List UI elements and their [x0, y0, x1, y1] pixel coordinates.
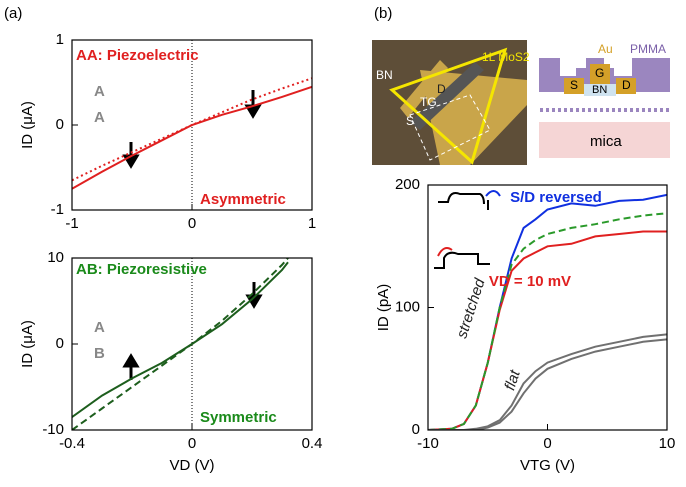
y-tick-label: -10: [42, 421, 64, 438]
schematic-label: Au: [598, 42, 613, 56]
y-tick-label: 0: [412, 421, 420, 438]
image-label: D: [437, 82, 446, 96]
schematic-label: G: [595, 66, 604, 80]
panel-label: (b): [374, 5, 392, 22]
x-tick-label: -1: [65, 215, 78, 232]
series-line: [428, 339, 667, 430]
x-tick-label: 0: [188, 435, 196, 452]
series-line: [428, 334, 667, 430]
y-tick-label: 0: [56, 116, 64, 133]
x-axis-label: VD (V): [170, 457, 215, 474]
annotation: Asymmetric: [200, 191, 286, 208]
x-tick-label: 0: [188, 215, 196, 232]
series-label: VD = 10 mV: [489, 273, 571, 290]
image-label: 1L MoS2: [482, 50, 530, 64]
chart-title: AA: Piezoelectric: [76, 47, 199, 64]
x-tick-label: 0: [543, 435, 551, 452]
schematic-label: BN: [592, 84, 607, 96]
y-tick-label: 100: [395, 298, 420, 315]
image-label: S: [406, 114, 414, 128]
image-label: TG: [420, 95, 437, 109]
figure: (a) (b) 1L MoS2 BN D TG S Au PMMA S G D …: [0, 0, 686, 482]
image-label: BN: [376, 68, 393, 82]
x-axis-label: VTG (V): [520, 457, 575, 474]
schematic-label: S: [570, 78, 578, 92]
annotation: A: [94, 109, 105, 126]
x-tick-label: 0.4: [302, 435, 323, 452]
y-tick-label: 1: [56, 31, 64, 48]
annotation: A: [94, 83, 105, 100]
y-axis-label: ID (μA): [19, 320, 36, 368]
series-line: [72, 78, 312, 180]
panel-label: (a): [4, 5, 22, 22]
band-insets: [434, 191, 500, 268]
annotation: Symmetric: [200, 409, 277, 426]
annotation: A: [94, 319, 105, 336]
y-tick-label: -1: [51, 201, 64, 218]
x-tick-label: 1: [308, 215, 316, 232]
schematic-label: D: [622, 78, 631, 92]
y-axis-label: ID (μA): [19, 101, 36, 149]
y-tick-label: 0: [56, 335, 64, 352]
x-tick-label: 10: [659, 435, 676, 452]
annotation: B: [94, 345, 105, 362]
series-label: S/D reversed: [510, 189, 602, 206]
y-tick-label: 200: [395, 176, 420, 193]
schematic-label: mica: [590, 133, 622, 150]
device-image: 1L MoS2 BN D TG S: [372, 40, 530, 165]
schematic: Au PMMA S G D BN mica: [539, 42, 672, 158]
schematic-label: PMMA: [630, 42, 666, 56]
y-axis-label: ID (pA): [375, 284, 392, 332]
x-tick-label: -10: [417, 435, 439, 452]
series-line: [72, 262, 288, 417]
series-line: [72, 87, 312, 189]
chart-title: AB: Piezoresistive: [76, 261, 207, 278]
y-tick-label: 10: [47, 249, 64, 266]
annotation: stretched: [453, 276, 488, 341]
